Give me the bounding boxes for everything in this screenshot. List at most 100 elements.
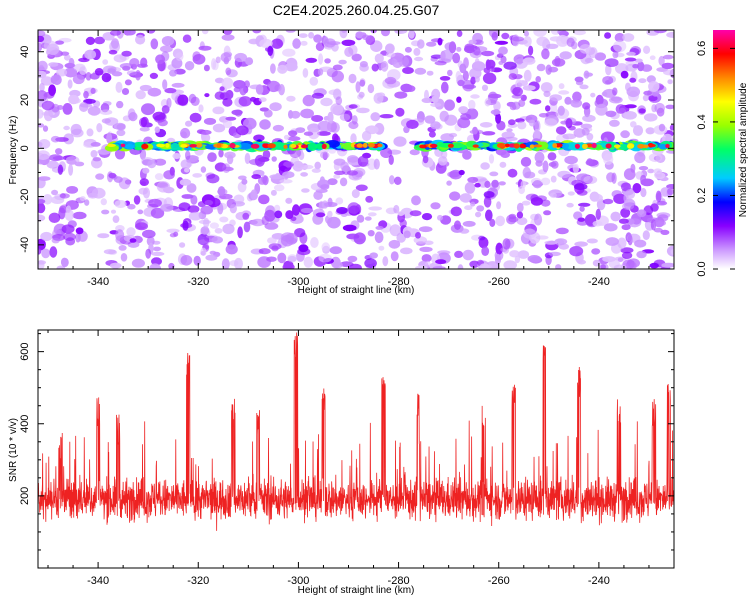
noise-cell	[113, 176, 123, 183]
noise-cell	[79, 102, 89, 112]
noise-cell	[479, 263, 490, 269]
noise-cell	[182, 34, 192, 43]
noise-cell	[292, 38, 301, 49]
noise-cell	[145, 248, 152, 259]
noise-cell	[99, 109, 113, 115]
signal-peak-cell	[504, 143, 510, 148]
noise-cell	[109, 30, 122, 36]
noise-cell	[577, 259, 586, 265]
noise-cell	[180, 159, 192, 170]
x-tick-label: -300	[287, 276, 309, 288]
noise-cell	[388, 239, 401, 249]
noise-cell	[520, 180, 526, 189]
noise-cell	[124, 79, 132, 86]
signal-peak-cell	[195, 143, 203, 148]
noise-cell	[624, 104, 637, 109]
noise-cell	[543, 210, 552, 216]
signal-peak-cell	[637, 143, 645, 149]
noise-cell	[211, 58, 217, 70]
noise-cell	[85, 72, 92, 81]
noise-cell	[199, 129, 212, 135]
noise-cell	[239, 84, 247, 96]
noise-cell	[146, 236, 155, 247]
noise-cell	[504, 136, 518, 141]
noise-cell	[566, 202, 574, 208]
noise-cell	[150, 38, 159, 50]
noise-cell	[669, 124, 674, 131]
signal-cell	[538, 141, 549, 150]
noise-cell	[121, 50, 132, 57]
noise-cell	[278, 84, 285, 96]
noise-cell	[341, 39, 356, 46]
noise-cell	[300, 172, 308, 177]
noise-cell	[482, 72, 497, 85]
noise-cell	[421, 213, 433, 221]
noise-cell	[430, 121, 441, 130]
noise-cell	[592, 220, 603, 227]
noise-cell	[462, 70, 469, 81]
noise-cell	[456, 46, 462, 52]
noise-cell	[530, 197, 544, 206]
signal-peak-cell	[665, 143, 670, 149]
noise-cell	[38, 42, 43, 52]
noise-cell	[315, 42, 325, 52]
noise-cell	[603, 223, 618, 232]
noise-cell	[118, 245, 127, 251]
noise-cell	[409, 210, 422, 217]
noise-cell	[517, 250, 530, 259]
noise-cell	[305, 57, 318, 63]
noise-cell	[295, 127, 306, 133]
noise-cell	[64, 54, 71, 61]
signal-peak-cell	[301, 144, 308, 149]
noise-cell	[38, 177, 46, 189]
signal-peak-cell	[290, 144, 297, 148]
noise-cell	[460, 113, 472, 121]
noise-cell	[268, 243, 282, 250]
noise-cell	[534, 151, 545, 164]
noise-cell	[103, 249, 116, 255]
noise-cell	[217, 186, 226, 197]
signal-peak-cell	[229, 142, 236, 149]
noise-cell	[421, 97, 433, 103]
noise-cell	[557, 170, 571, 179]
colorbar-ticks: 0.0 0.2 0.4 0.6	[696, 41, 735, 277]
noise-cell	[157, 119, 168, 127]
x-tick-label: -340	[87, 276, 109, 288]
noise-cell	[627, 218, 642, 228]
noise-cell	[496, 120, 506, 131]
signal-peak-cell	[496, 143, 506, 148]
noise-cell	[310, 237, 319, 248]
noise-cell	[272, 124, 284, 132]
noise-cell	[473, 46, 488, 52]
signal-peak-cell	[575, 143, 580, 149]
noise-cell	[447, 69, 453, 77]
noise-cell	[670, 248, 674, 256]
noise-cell	[173, 231, 179, 237]
noise-cell	[470, 201, 476, 207]
noise-cell	[395, 107, 405, 117]
noise-cell	[150, 207, 165, 219]
noise-cell	[203, 64, 210, 72]
noise-cell	[94, 36, 105, 45]
noise-cell	[528, 119, 536, 127]
noise-cell	[457, 79, 465, 87]
noise-cell	[348, 121, 359, 130]
noise-cell	[340, 161, 349, 171]
noise-cell	[108, 49, 118, 55]
noise-cell	[557, 105, 565, 116]
noise-cell	[217, 202, 224, 215]
noise-cell	[200, 251, 206, 256]
noise-cell	[523, 69, 532, 82]
noise-cell	[475, 211, 482, 218]
noise-cell	[458, 169, 465, 176]
signal-peak-cell	[267, 143, 276, 149]
noise-cell	[241, 178, 248, 185]
noise-cell	[83, 98, 96, 104]
noise-cell	[190, 195, 198, 205]
top-y-axis-label: Frequency (Hz)	[8, 116, 19, 185]
noise-cell	[207, 152, 217, 163]
noise-cell	[434, 60, 447, 66]
noise-cell	[367, 230, 375, 237]
noise-cell	[626, 51, 636, 56]
noise-cell	[116, 100, 124, 109]
